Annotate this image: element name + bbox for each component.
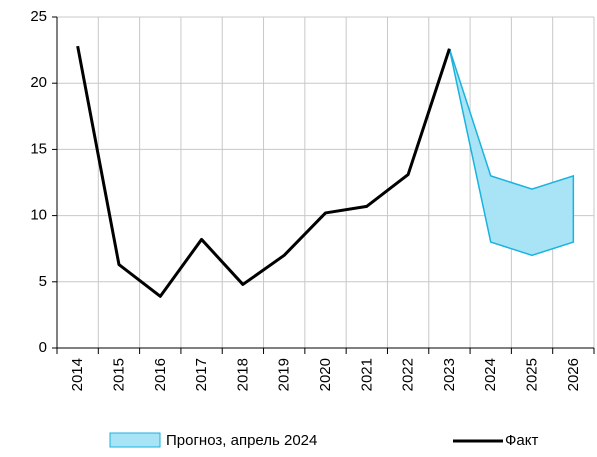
legend-label: Факт (505, 432, 538, 449)
y-tick-label: 20 (30, 74, 47, 91)
x-tick-label: 2017 (193, 358, 210, 391)
x-tick-label: 2021 (358, 358, 375, 391)
legend-swatch (109, 432, 161, 448)
y-tick-label: 10 (30, 207, 47, 224)
y-tick-label: 25 (30, 8, 47, 25)
x-tick-label: 2026 (565, 358, 582, 391)
legend-label: Прогноз, апрель 2024 (166, 432, 317, 449)
x-tick-label: 2024 (482, 358, 499, 391)
y-tick-label: 15 (30, 140, 47, 157)
x-tick-label: 2015 (110, 358, 127, 391)
x-tick-label: 2019 (276, 358, 293, 391)
x-tick-label: 2014 (69, 358, 86, 391)
x-tick-label: 2023 (441, 358, 458, 391)
x-tick-label: 2020 (317, 358, 334, 391)
x-tick-label: 2016 (152, 358, 169, 391)
x-tick-label: 2022 (400, 358, 417, 391)
forecast-band (448, 48, 575, 257)
x-tick-label: 2018 (234, 358, 251, 391)
y-tick-label: 0 (39, 339, 47, 356)
x-tick-label: 2025 (524, 358, 541, 391)
y-tick-label: 5 (39, 273, 47, 290)
series-line (76, 45, 451, 298)
